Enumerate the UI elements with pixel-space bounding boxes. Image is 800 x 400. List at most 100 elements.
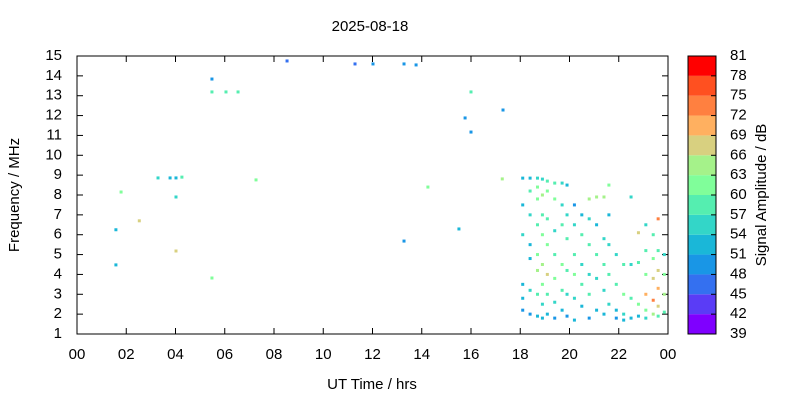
data-point <box>553 253 557 257</box>
data-point <box>587 243 591 247</box>
data-point <box>572 223 576 227</box>
data-point <box>565 213 569 217</box>
data-point <box>174 195 178 199</box>
data-point <box>587 316 591 320</box>
data-point <box>553 197 557 201</box>
data-point <box>521 176 525 180</box>
data-point <box>651 276 655 280</box>
data-point <box>565 314 569 318</box>
x-tick-label: 06 <box>216 346 233 363</box>
data-point <box>560 263 564 266</box>
data-point <box>285 59 289 63</box>
data-point <box>535 185 539 189</box>
data-point <box>565 183 569 187</box>
data-point <box>560 203 564 207</box>
x-tick-label: 18 <box>512 346 529 363</box>
data-point <box>553 181 557 185</box>
data-point <box>595 195 599 199</box>
data-point <box>553 229 557 233</box>
data-point <box>560 288 564 292</box>
data-point <box>521 233 525 237</box>
colorbar-band <box>688 274 716 295</box>
data-point <box>180 175 184 179</box>
data-point <box>602 237 606 241</box>
colorbar-tick-label: 42 <box>730 305 747 322</box>
chart-title: 2025-08-18 <box>332 18 409 35</box>
x-tick-label: 20 <box>561 346 578 363</box>
data-point <box>560 308 564 312</box>
x-tick-label: 12 <box>364 346 381 363</box>
colorbar-label: Signal Amplitude / dB <box>753 124 770 267</box>
colorbar-band <box>688 234 716 255</box>
data-point <box>457 227 461 231</box>
data-point <box>607 272 611 276</box>
colorbar-band <box>688 294 716 315</box>
data-point <box>651 298 655 302</box>
data-point <box>528 189 532 193</box>
data-point <box>572 203 576 207</box>
data-point <box>565 268 569 272</box>
data-point <box>602 263 606 266</box>
data-point <box>572 296 576 300</box>
colorbar-band <box>688 214 716 235</box>
data-point <box>614 282 618 286</box>
colorbar-tick-label: 45 <box>730 285 747 302</box>
data-point <box>656 304 660 308</box>
y-tick-label: 12 <box>45 107 62 124</box>
colorbar-tick-label: 81 <box>730 47 747 64</box>
y-tick-label: 4 <box>54 265 62 282</box>
data-point <box>662 272 666 276</box>
colorbar-band <box>688 155 716 176</box>
data-point <box>560 223 564 227</box>
data-point <box>614 308 618 312</box>
data-point <box>662 310 666 314</box>
x-tick-label: 02 <box>118 346 135 363</box>
data-point <box>463 116 467 120</box>
data-point <box>371 62 375 66</box>
data-point <box>528 312 532 316</box>
y-tick-label: 3 <box>54 285 62 302</box>
data-point <box>629 296 633 300</box>
data-point <box>644 223 648 227</box>
data-point <box>622 263 626 266</box>
data-point <box>614 253 618 257</box>
data-point <box>119 190 123 194</box>
data-point <box>540 233 544 237</box>
colorbar-band <box>688 75 716 96</box>
data-point <box>528 257 532 261</box>
colorbar-tick-label: 69 <box>730 126 747 143</box>
y-tick-label: 5 <box>54 246 62 263</box>
data-point <box>114 228 118 232</box>
data-point <box>553 276 557 280</box>
data-point <box>528 243 532 247</box>
data-point <box>572 253 576 257</box>
data-point <box>629 195 633 199</box>
data-point <box>572 318 576 322</box>
data-point <box>636 261 640 265</box>
data-point <box>560 181 564 185</box>
data-point <box>580 304 584 308</box>
y-tick-label: 2 <box>54 305 62 322</box>
data-point <box>636 231 640 235</box>
y-tick-label: 15 <box>45 47 62 64</box>
colorbar-band <box>688 95 716 116</box>
data-point <box>501 108 505 112</box>
data-point <box>521 203 525 207</box>
data-point <box>535 197 539 201</box>
data-point <box>595 223 599 227</box>
data-point <box>545 243 549 247</box>
data-point <box>656 286 660 290</box>
colorbar-tick-label: 75 <box>730 87 747 104</box>
colorbar-tick-label: 78 <box>730 67 747 84</box>
colorbar-band <box>688 314 716 334</box>
x-tick-label: 14 <box>413 346 430 363</box>
y-tick-label: 13 <box>45 87 62 104</box>
y-axis-label: Frequency / MHz <box>6 138 23 252</box>
data-point <box>595 253 599 257</box>
data-point <box>622 292 626 296</box>
data-point <box>545 179 549 183</box>
colorbar-tick-label: 51 <box>730 246 747 263</box>
data-point <box>535 223 539 227</box>
data-point <box>174 176 178 180</box>
